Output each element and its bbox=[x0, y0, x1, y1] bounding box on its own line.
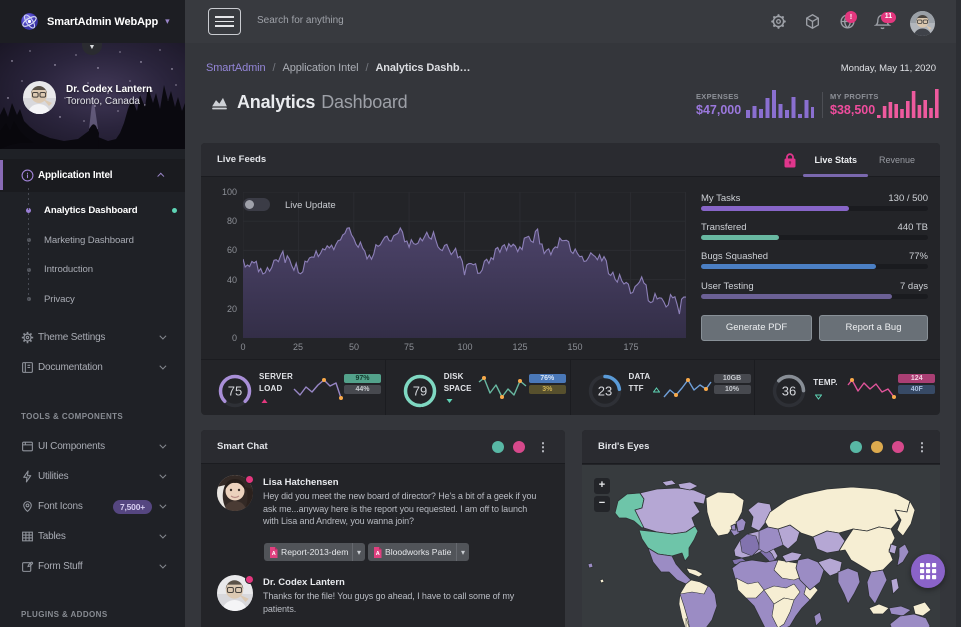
svg-text:A: A bbox=[376, 551, 380, 557]
svg-text:36: 36 bbox=[782, 384, 796, 399]
svg-text:A: A bbox=[272, 551, 276, 557]
svg-text:79: 79 bbox=[413, 384, 427, 399]
svg-text:23: 23 bbox=[597, 384, 611, 399]
svg-text:75: 75 bbox=[228, 384, 242, 399]
